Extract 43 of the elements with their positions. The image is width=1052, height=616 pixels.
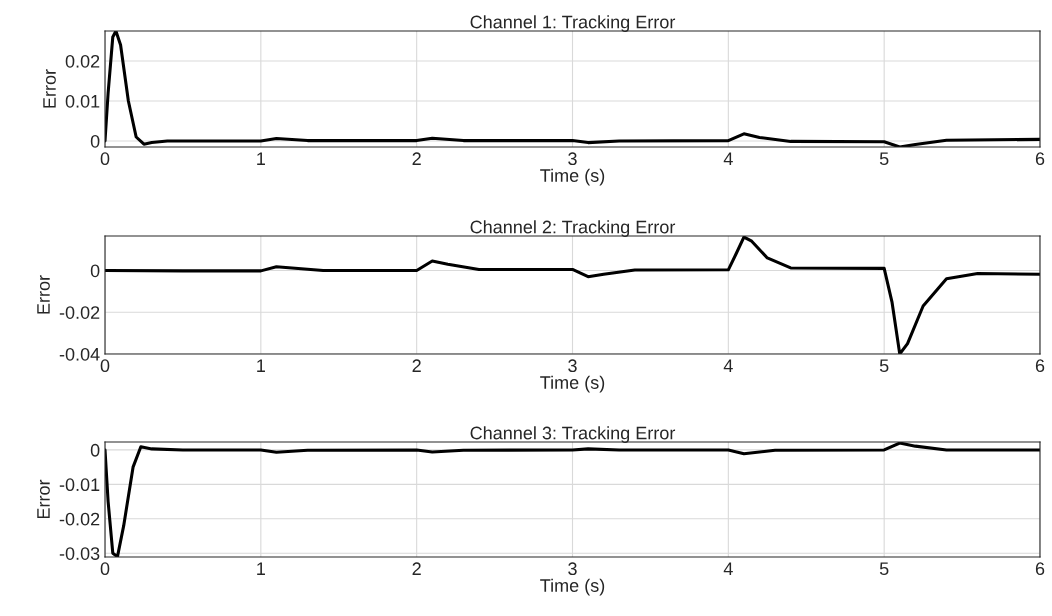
x-tick-label: 5 — [879, 359, 889, 373]
chart-title: Channel 2: Tracking Error — [470, 220, 676, 237]
line-series — [105, 442, 1040, 557]
x-tick-label: 0 — [100, 359, 110, 373]
x-tick-label: 5 — [879, 562, 889, 576]
y-tick-label: -0.02 — [59, 306, 100, 319]
x-tick-label: 6 — [1035, 562, 1045, 576]
x-tick-label: 3 — [568, 562, 577, 576]
x-tick-label: 6 — [1035, 359, 1045, 373]
y-tick-label: -0.04 — [59, 347, 100, 361]
x-tick-label: 0 — [100, 152, 110, 166]
x-tick-label: 5 — [879, 152, 889, 166]
y-tick-label: 0 — [90, 264, 100, 278]
x-tick-label: 6 — [1035, 152, 1045, 166]
x-tick-label: 1 — [257, 359, 265, 372]
x-tick-label: 2 — [412, 562, 421, 575]
x-tick-label: 1 — [257, 152, 265, 165]
y-axis-title: Error — [43, 69, 56, 108]
y-tick-label: -0.02 — [59, 512, 100, 526]
y-tick-label: -0.01 — [59, 478, 100, 492]
x-axis-title: Time (s) — [540, 578, 605, 596]
x-axis-title: Time (s) — [540, 375, 605, 393]
x-axis-title: Time (s) — [540, 168, 605, 186]
y-axis-title: Error — [37, 479, 50, 519]
chart-title: Channel 1: Tracking Error — [470, 15, 676, 32]
x-tick-label: 4 — [723, 152, 733, 165]
y-tick-label: -0.03 — [59, 547, 100, 560]
x-tick-label: 2 — [412, 152, 421, 165]
x-tick-label: 2 — [412, 359, 421, 372]
x-tick-label: 1 — [257, 562, 265, 575]
x-tick-label: 0 — [100, 562, 110, 576]
x-tick-label: 4 — [723, 562, 733, 575]
y-tick-label: 0.01 — [65, 94, 100, 108]
chart-title: Channel 3: Tracking Error — [470, 426, 676, 443]
y-tick-label: 0 — [90, 134, 100, 148]
y-tick-label: 0 — [90, 443, 100, 457]
x-tick-label: 3 — [568, 359, 577, 373]
y-tick-label: 0.02 — [65, 54, 100, 68]
line-series — [105, 236, 1040, 354]
x-tick-label: 3 — [568, 152, 577, 166]
x-tick-label: 4 — [723, 359, 733, 372]
line-series — [105, 31, 1040, 147]
y-axis-title: Error — [37, 275, 50, 314]
